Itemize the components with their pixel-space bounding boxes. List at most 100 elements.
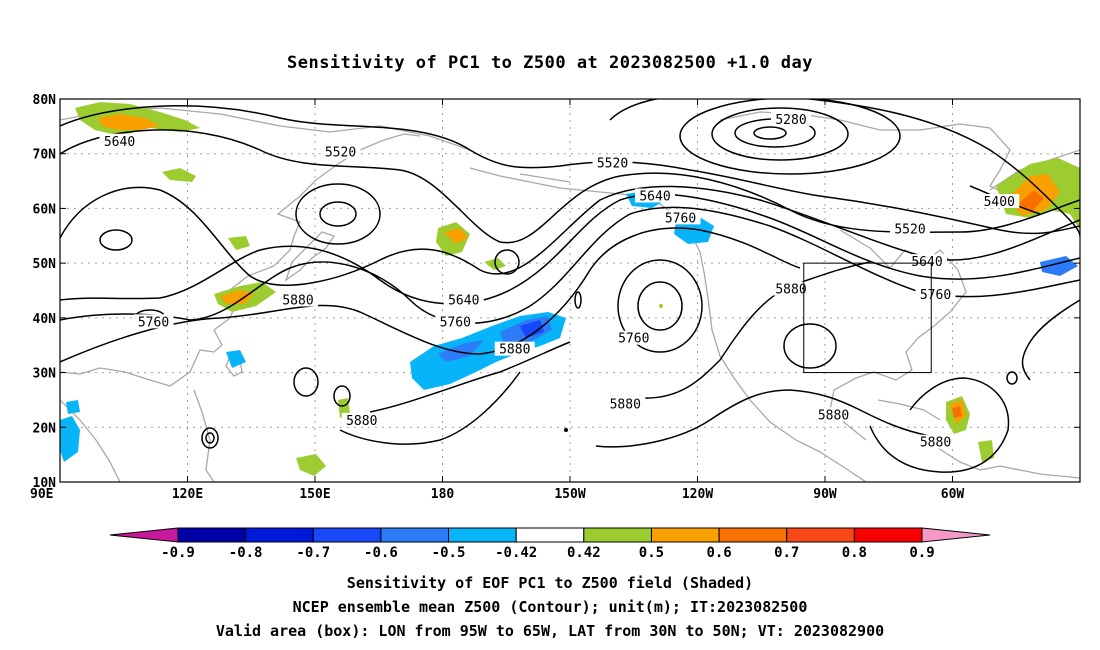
contour-label: 5760 — [440, 315, 471, 330]
contour-5760-south — [60, 206, 1080, 324]
lon-tick-label: 90W — [813, 487, 837, 502]
contour-low-inner — [637, 281, 683, 331]
shade-red-caribbean — [952, 406, 962, 418]
colorbar-label: -0.6 — [364, 545, 398, 561]
shade-orange-east-china — [220, 290, 254, 304]
lon-tick-label: 90E — [30, 487, 53, 502]
contour-small-high-3-inner — [205, 432, 215, 444]
colorbar-label: 0.5 — [639, 545, 664, 561]
contour-small-high-2 — [333, 385, 351, 407]
shade-red-orange-labrador-sea — [1018, 190, 1044, 212]
colorbar-segment — [245, 527, 314, 543]
map-panel: 5640 5520 5760 5880 5640 5760 5880 5880 5520 5640… — [30, 93, 1081, 502]
contour-label-bg — [605, 396, 646, 411]
shade-positive-small-4 — [296, 454, 326, 476]
lat-tick-label: 70N — [33, 148, 57, 163]
footer-line-2: NCEP ensemble mean Z500 (Contour); unit(… — [293, 598, 808, 616]
contour-small-low-2 — [494, 249, 520, 275]
contour-5880-lower — [339, 371, 521, 445]
lon-tick-label: 120W — [682, 487, 713, 502]
shade-negative-small-2 — [226, 350, 246, 368]
colorbar-label: -0.9 — [161, 545, 195, 561]
japan-outline — [284, 231, 336, 282]
map-title: Sensitivity of PC1 to Z500 at 2023082500… — [287, 53, 813, 73]
philippines-outline — [193, 389, 215, 482]
colorbar-label: -0.42 — [495, 545, 537, 561]
south-america-coastline — [937, 447, 1080, 479]
contour-label: 5880 — [499, 343, 530, 358]
longitude-tick-labels: 90E 120E 150E 180 150W 120W 90W 60W — [30, 99, 964, 502]
aleutian-coastline — [519, 173, 571, 183]
colorbar-segment — [380, 527, 450, 543]
contour-5880-mid — [60, 193, 1080, 305]
north-america-west-coastline — [469, 167, 867, 482]
lon-tick-label: 120E — [172, 487, 203, 502]
contour-small-high-1 — [293, 367, 319, 397]
contour-label-bg — [613, 330, 654, 345]
contour-small-low-5 — [1006, 371, 1018, 385]
indochina-coastline — [60, 399, 121, 482]
colorbar-label: 0.8 — [842, 545, 867, 561]
colorbar-label: 0.7 — [774, 545, 799, 561]
contour-label-bg — [660, 210, 701, 225]
colorbar-label: 0.42 — [567, 545, 601, 561]
colorbar-segment — [853, 527, 923, 543]
contour-label: 5760 — [138, 315, 169, 330]
contour-label: 5880 — [610, 397, 641, 412]
contour-label-bg — [635, 188, 675, 203]
contour-5760-north — [60, 185, 1080, 286]
contour-labels: 5640 5520 5760 5880 5640 5760 5880 5880 5520 5640… — [99, 111, 1020, 451]
contour-low-kamchatka — [295, 183, 381, 245]
contour-label: 5880 — [346, 414, 377, 429]
contour-5880-south — [60, 227, 801, 363]
contour-label-bg — [494, 341, 535, 356]
shade-darkblue-north-pacific — [520, 320, 544, 338]
low-center-marker — [659, 304, 663, 308]
colorbar-under-triangle — [109, 527, 179, 543]
colorbar-label: 0.9 — [909, 545, 934, 561]
lat-tick-label: 60N — [33, 202, 57, 217]
contour-label: 5760 — [920, 288, 951, 303]
contour-5400-east — [609, 99, 1080, 237]
lat-tick-label: 30N — [33, 367, 57, 382]
contour-label: 5640 — [639, 189, 670, 204]
contour-label: 5880 — [818, 408, 849, 423]
contour-label-bg — [443, 292, 484, 307]
contour-5400-outer — [679, 99, 901, 175]
colorbar-segment — [650, 527, 720, 543]
contour-label-bg — [915, 286, 956, 301]
colorbar-label: -0.5 — [432, 545, 466, 561]
contour-label-bg — [890, 221, 930, 236]
colorbar-label: -0.7 — [296, 545, 330, 561]
colorbar-segment — [448, 527, 517, 543]
lat-tick-label: 10N — [33, 476, 57, 491]
contour-5880-tropics — [595, 389, 931, 448]
lat-tick-label: 20N — [33, 421, 57, 436]
contour-high-us — [783, 323, 837, 369]
contour-small-low — [99, 229, 133, 251]
colorbar: -0.9 -0.8 -0.7 -0.6 -0.5 -0.42 0.42 0.5 0.6 0.7 0.… — [109, 527, 991, 561]
shade-positive-small-6 — [978, 440, 994, 462]
lat-tick-label: 40N — [33, 312, 57, 327]
lon-tick-label: 150W — [554, 487, 585, 502]
shade-negative-small-1 — [66, 400, 80, 414]
footer-line-3: Valid area (box): LON from 95W to 65W, L… — [216, 622, 884, 640]
contour-5400 — [711, 107, 849, 161]
colorbar-segment — [718, 527, 788, 543]
contour-label-bg — [592, 155, 633, 170]
colorbar-segment — [177, 527, 247, 543]
contour-label: 5640 — [448, 293, 479, 308]
contour-label-bg — [320, 144, 361, 159]
latitude-tick-labels: 80N 70N 60N 50N 40N 30N 20N 10N — [33, 93, 1080, 491]
contour-label: 5640 — [104, 135, 135, 150]
colorbar-segment — [786, 527, 855, 543]
contour-atlantic-high — [1021, 299, 1080, 381]
contour-label: 5400 — [984, 195, 1015, 210]
contour-label: 5280 — [775, 113, 806, 128]
colorbar-label: -0.8 — [229, 545, 263, 561]
shade-positive-small-1 — [162, 168, 196, 182]
contour-label-bg — [907, 254, 947, 269]
footer-line-1: Sensitivity of EOF PC1 to Z500 field (Sh… — [347, 574, 753, 592]
contour-5880-caribbean — [869, 377, 1010, 473]
